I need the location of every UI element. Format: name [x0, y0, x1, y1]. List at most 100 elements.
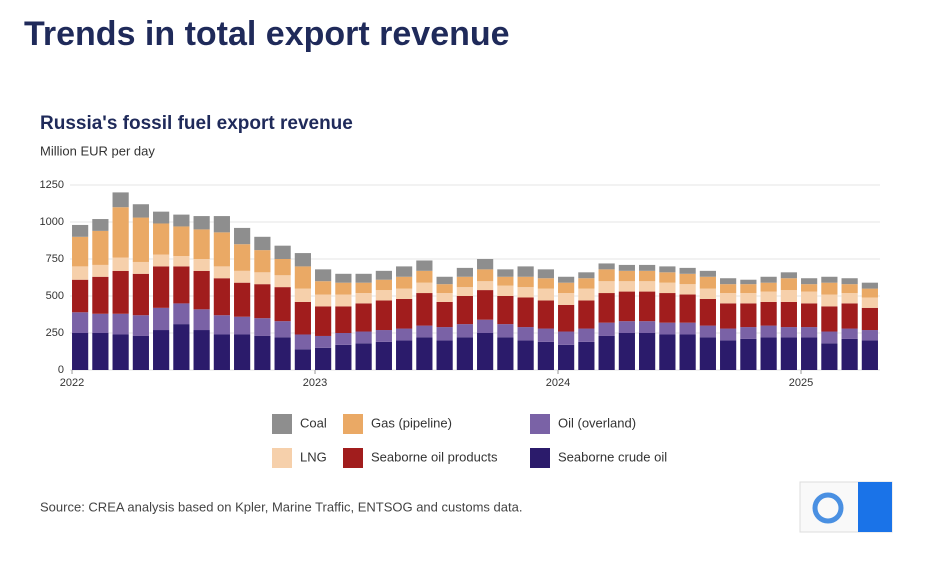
bar-segment	[173, 214, 190, 227]
bar-segment	[294, 301, 311, 335]
bar-segment	[477, 290, 494, 320]
bar-segment	[375, 290, 392, 301]
bar-segment	[780, 337, 797, 370]
y-tick-label: 750	[46, 253, 64, 265]
bar-segment	[558, 331, 575, 345]
legend-swatch	[530, 414, 550, 434]
bar-segment	[416, 270, 433, 283]
bar-segment	[801, 278, 818, 285]
bar-segment	[294, 253, 311, 267]
badge-icon	[812, 492, 844, 524]
bar-segment	[558, 304, 575, 332]
bar-segment	[598, 322, 615, 336]
bar-segment	[679, 273, 696, 285]
bar-segment	[193, 270, 210, 310]
bar-segment	[132, 273, 149, 316]
bar-segment	[234, 244, 251, 271]
bar-segment	[861, 340, 878, 370]
bar-segment	[699, 337, 716, 370]
bar-segment	[335, 294, 352, 307]
bar-segment	[274, 259, 291, 276]
bar-segment	[234, 282, 251, 317]
bar-segment	[517, 340, 534, 370]
bar-segment	[720, 303, 737, 329]
bar-segment	[639, 264, 656, 271]
legend-label: Oil (overland)	[558, 415, 636, 430]
bar-segment	[153, 211, 170, 224]
bar-segment	[639, 281, 656, 292]
bar-segment	[294, 334, 311, 350]
bar-segment	[213, 266, 230, 279]
bar-segment	[740, 338, 757, 370]
bar-segment	[436, 301, 453, 328]
y-tick-label: 0	[58, 364, 64, 376]
bar-segment	[861, 307, 878, 331]
legend-swatch	[530, 448, 550, 468]
bar-segment	[396, 340, 413, 370]
bar-segment	[517, 276, 534, 288]
bar-segment	[234, 316, 251, 335]
bar-segment	[618, 264, 635, 271]
bar-segment	[821, 331, 838, 344]
bar-segment	[720, 278, 737, 285]
bar-segment	[153, 266, 170, 308]
bar-segment	[639, 333, 656, 370]
bar-segment	[274, 337, 291, 370]
bar-segment	[841, 328, 858, 339]
x-tick-label: 2022	[60, 377, 84, 389]
bar-segment	[801, 327, 818, 338]
bar-segment	[396, 266, 413, 277]
bar-segment	[396, 298, 413, 329]
legend-swatch	[272, 414, 292, 434]
bar-segment	[72, 236, 89, 267]
recaptcha-badge[interactable]	[799, 481, 893, 533]
bar-segment	[294, 288, 311, 302]
bar-segment	[720, 328, 737, 341]
bar-segment	[153, 307, 170, 331]
bar-segment	[72, 266, 89, 280]
bar-segment	[537, 278, 554, 289]
bar-segment	[92, 313, 109, 333]
bar-segment	[639, 291, 656, 322]
legend-label: LNG	[300, 449, 327, 464]
bar-segment	[112, 270, 129, 314]
bar-segment	[153, 330, 170, 370]
bar-segment	[355, 293, 372, 304]
legend-label: Gas (pipeline)	[371, 415, 452, 430]
chart-subtitle: Million EUR per day	[40, 143, 155, 158]
bar-segment	[639, 270, 656, 282]
bar-segment	[456, 296, 473, 325]
bar-segment	[416, 325, 433, 338]
bar-segment	[254, 284, 271, 319]
y-tick-label: 1000	[40, 216, 64, 228]
bar-segment	[112, 334, 129, 370]
bar-segment	[355, 331, 372, 344]
bar-segment	[132, 261, 149, 274]
bar-segment	[315, 306, 332, 336]
bar-segment	[740, 293, 757, 304]
bar-segment	[821, 306, 838, 332]
bar-segment	[355, 273, 372, 283]
legend-label: Coal	[300, 415, 327, 430]
bar-segment	[234, 334, 251, 370]
bar-segment	[436, 284, 453, 294]
bar-segment	[112, 192, 129, 208]
bar-segment	[720, 284, 737, 294]
bar-segment	[740, 303, 757, 328]
bar-segment	[841, 338, 858, 370]
bar-segment	[679, 322, 696, 335]
badge-panel	[858, 482, 892, 532]
bar-segment	[153, 254, 170, 267]
bar-segment	[112, 207, 129, 258]
bar-segment	[193, 229, 210, 259]
bar-segment	[274, 245, 291, 259]
bar-segment	[780, 327, 797, 338]
bar-segment	[173, 256, 190, 267]
bar-segment	[315, 335, 332, 348]
bar-segment	[193, 259, 210, 271]
bar-segment	[821, 276, 838, 283]
bar-segment	[335, 306, 352, 333]
bar-segment	[436, 340, 453, 370]
bar-segment	[517, 266, 534, 277]
bar-segment	[659, 272, 676, 283]
